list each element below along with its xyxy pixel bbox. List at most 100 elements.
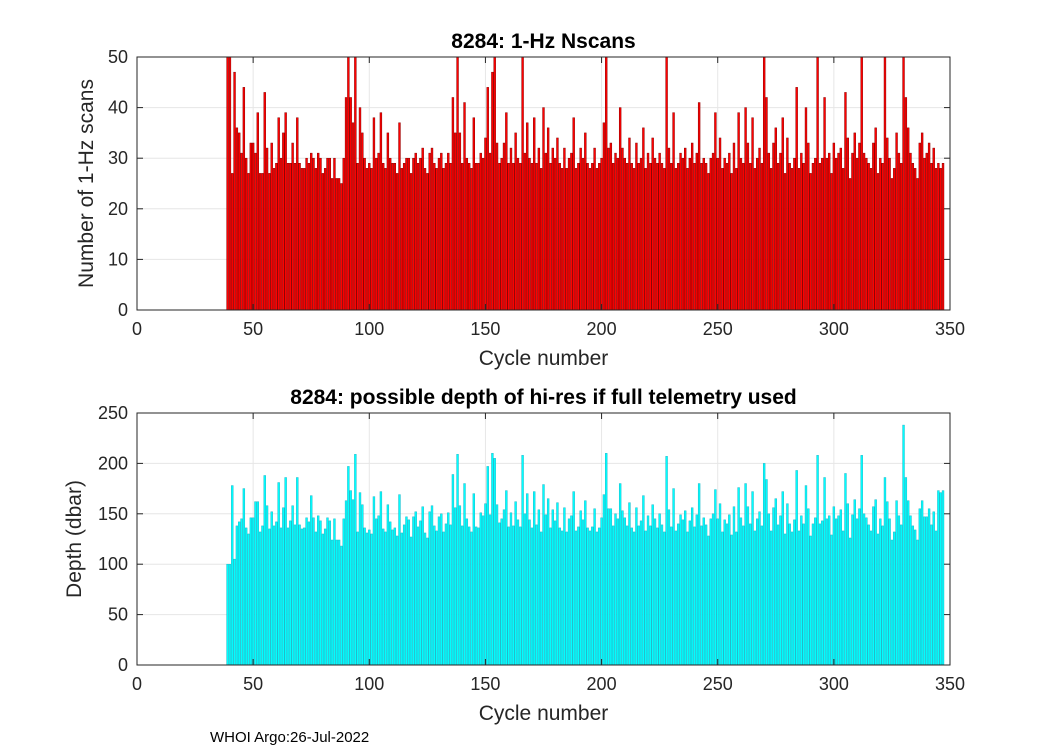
bar	[723, 519, 726, 665]
bar	[226, 57, 229, 310]
bar	[716, 157, 719, 310]
bar	[744, 483, 747, 665]
axes-box	[136, 412, 951, 666]
bar	[317, 515, 320, 665]
bar	[449, 163, 452, 310]
bar	[786, 137, 789, 310]
bar	[270, 511, 273, 665]
bar	[788, 163, 791, 310]
bar	[407, 157, 410, 310]
bar	[340, 545, 343, 665]
bar	[749, 163, 752, 310]
bar	[853, 499, 856, 665]
bar	[783, 533, 787, 665]
bar	[391, 163, 394, 310]
bar	[544, 514, 548, 665]
bar	[321, 173, 325, 310]
bar	[351, 499, 355, 665]
bar	[821, 157, 824, 310]
y-tick-label: 200	[98, 453, 128, 473]
x-tick-label: 100	[354, 674, 384, 694]
bar	[419, 520, 422, 665]
bar	[461, 163, 464, 310]
bar	[711, 513, 715, 665]
bar	[247, 173, 250, 310]
bar	[393, 163, 397, 310]
bar	[553, 157, 557, 310]
bar	[783, 173, 787, 310]
bar	[609, 508, 613, 665]
x-axis-label: Cycle number	[479, 702, 609, 725]
bar	[618, 107, 622, 310]
bar	[286, 163, 290, 310]
bar	[486, 87, 489, 310]
bar	[556, 502, 559, 665]
bar	[440, 513, 443, 665]
bar	[474, 163, 478, 310]
bar	[567, 157, 571, 310]
bar	[591, 163, 594, 310]
bar	[714, 112, 717, 310]
bar	[637, 163, 640, 310]
bar	[807, 142, 810, 310]
bar	[637, 525, 640, 665]
bar	[356, 531, 359, 665]
bar	[809, 173, 812, 310]
bar	[249, 142, 252, 310]
bar	[907, 500, 910, 665]
bar	[751, 117, 754, 310]
bar	[841, 168, 845, 310]
bar	[793, 519, 796, 665]
bar	[314, 168, 318, 310]
bar	[542, 484, 545, 665]
bar	[312, 157, 315, 310]
bar	[697, 102, 701, 310]
bar	[228, 57, 232, 310]
bar	[728, 514, 731, 665]
bar	[405, 157, 408, 310]
bar	[400, 532, 403, 665]
bar	[674, 168, 678, 310]
bar	[382, 528, 385, 665]
bar	[265, 147, 269, 310]
bar	[251, 517, 255, 665]
bar	[279, 527, 283, 665]
bar	[600, 517, 603, 665]
bar	[746, 142, 750, 310]
bar	[433, 525, 436, 665]
bar	[665, 57, 668, 310]
bar	[579, 147, 582, 310]
bar	[862, 513, 866, 665]
bar	[549, 163, 552, 310]
bar	[437, 516, 441, 665]
x-tick-label: 50	[243, 319, 263, 339]
bar	[639, 157, 643, 310]
bar	[330, 178, 334, 310]
bar	[307, 521, 311, 665]
footer-stamp: WHOI Argo:26-Jul-2022	[210, 729, 369, 746]
bar	[454, 507, 457, 665]
bar	[507, 526, 510, 665]
bar	[395, 173, 399, 310]
bar	[609, 142, 613, 310]
bar	[484, 137, 487, 310]
bar	[433, 163, 436, 310]
bar	[593, 147, 596, 310]
bar	[665, 456, 668, 665]
bar	[814, 157, 817, 310]
bar	[588, 530, 592, 665]
bar	[612, 525, 615, 665]
bar	[379, 112, 383, 310]
bar	[797, 168, 801, 310]
bar	[716, 518, 719, 665]
bar	[874, 127, 877, 310]
bar	[319, 157, 322, 310]
bar	[402, 524, 406, 665]
bar	[844, 473, 847, 665]
bar	[702, 157, 705, 310]
bar	[695, 514, 698, 665]
bar	[709, 518, 712, 665]
bar	[512, 163, 515, 310]
bar	[937, 163, 940, 310]
bar	[361, 504, 364, 665]
